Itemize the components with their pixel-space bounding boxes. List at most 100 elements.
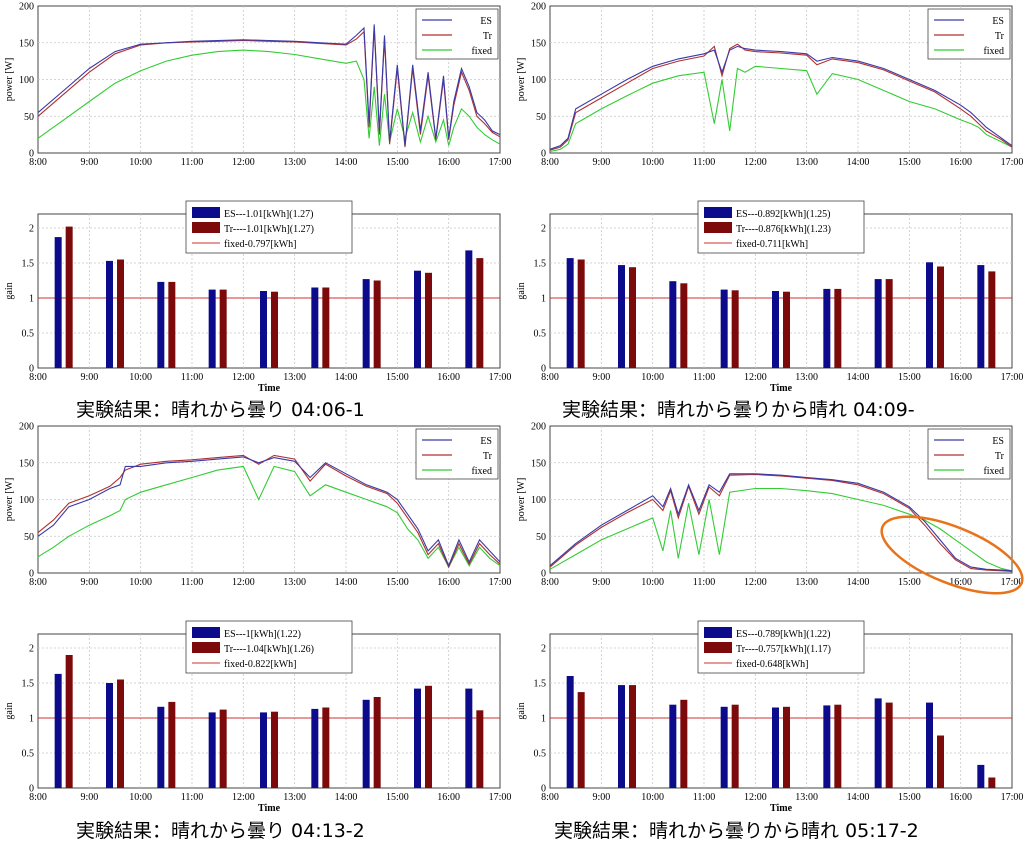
bar-es <box>669 281 677 368</box>
x-tick-label: 8:00 <box>541 792 559 803</box>
x-tick-label: 16:00 <box>437 792 460 803</box>
y-tick-label: 0 <box>29 149 34 160</box>
y-tick-label: 0 <box>541 364 546 375</box>
y-tick-label: 1 <box>541 714 546 725</box>
x-tick-label: 14:00 <box>335 372 358 383</box>
bar-es <box>823 288 831 368</box>
bar-tr <box>885 702 893 788</box>
legend-label: ES---1[kWh](1.22) <box>224 629 301 640</box>
x-tick-label: 11:00 <box>181 792 203 803</box>
x-tick-label: 12:00 <box>744 577 767 588</box>
x-tick-label: 8:00 <box>29 577 47 588</box>
series-line-tr <box>549 43 1013 151</box>
x-axis-label: Time <box>258 383 281 394</box>
legend: ES---1[kWh](1.22) Tr----1.04[kWh](1.26) fi… <box>185 620 353 674</box>
bar-tr <box>885 279 893 368</box>
x-tick-label: 10:00 <box>641 372 664 383</box>
legend-label: Tr----0.757[kWh](1.17) <box>736 644 831 655</box>
x-tick-label: 17:00 <box>1001 157 1024 168</box>
bar-es <box>874 279 882 368</box>
series-line-es <box>549 45 1013 150</box>
x-tick-label: 10:00 <box>641 577 664 588</box>
bar-es <box>54 673 62 788</box>
x-tick-label: 14:00 <box>847 157 870 168</box>
y-tick-label: 150 <box>531 458 546 469</box>
caption-3: 実験結果：晴れから曇り 04:13-2 <box>76 820 365 842</box>
y-tick-label: 0.5 <box>534 749 547 760</box>
x-tick-label: 17:00 <box>1001 372 1024 383</box>
legend-swatch <box>704 642 732 653</box>
bar-es <box>362 279 370 368</box>
y-axis-label: power [W] <box>516 58 527 102</box>
legend-label: Tr <box>995 451 1005 462</box>
y-axis-label: gain <box>4 282 15 299</box>
series-line-tr <box>549 473 1013 573</box>
legend-label: Tr <box>995 31 1005 42</box>
legend: ES Tr fixed <box>927 8 1011 60</box>
gain-chart-1: 8:00 9:00 10:00 11:00 12:00 13:00 14:00 15:00 16… <box>4 200 511 394</box>
bar-tr <box>65 226 73 368</box>
bar-es <box>157 281 165 368</box>
bar-tr <box>731 290 739 368</box>
legend-box <box>927 428 1011 480</box>
x-tick-label: 12:00 <box>232 372 255 383</box>
y-axis-label: gain <box>516 702 527 719</box>
bar-tr <box>937 735 944 788</box>
x-tick-label: 15:00 <box>898 372 921 383</box>
x-tick-label: 15:00 <box>386 792 409 803</box>
x-tick-label: 13:00 <box>283 577 306 588</box>
legend-label: fixed-0.711[kWh] <box>736 239 808 250</box>
x-tick-label: 17:00 <box>489 577 512 588</box>
legend-swatch <box>704 222 732 233</box>
bar-tr <box>117 679 124 788</box>
y-tick-label: 0.5 <box>534 329 547 340</box>
bar-tr <box>373 280 381 368</box>
legend-swatch <box>192 627 220 638</box>
x-tick-label: 11:00 <box>693 577 715 588</box>
x-tick-label: 8:00 <box>541 372 559 383</box>
bar-tr <box>577 259 585 368</box>
y-tick-label: 150 <box>19 38 34 49</box>
y-tick-label: 100 <box>531 495 546 506</box>
bar-es <box>311 287 319 368</box>
bar-tr <box>271 291 278 368</box>
series-line-fixed <box>549 65 1013 153</box>
y-tick-label: 0 <box>29 364 34 375</box>
x-tick-label: 12:00 <box>744 372 767 383</box>
legend-swatch <box>192 207 220 218</box>
bar-tr <box>271 711 278 788</box>
y-tick-label: 100 <box>531 75 546 86</box>
legend-swatch <box>704 627 732 638</box>
x-tick-label: 9:00 <box>80 157 98 168</box>
legend-label: ES <box>992 436 1004 447</box>
x-tick-label: 11:00 <box>181 577 203 588</box>
bar-tr <box>168 701 176 788</box>
legend-label: ES---1.01[kWh](1.27) <box>224 209 313 220</box>
bar-es <box>926 702 933 788</box>
bar-es <box>106 260 113 368</box>
bar-tr <box>680 283 688 368</box>
y-tick-label: 50 <box>24 112 34 123</box>
y-tick-label: 0 <box>541 149 546 160</box>
bar-es <box>414 688 421 788</box>
bar-tr <box>629 267 636 368</box>
bar-es <box>260 712 267 788</box>
x-tick-label: 13:00 <box>795 157 818 168</box>
legend: ES---1.01[kWh](1.27) Tr----1.01[kWh](1.27… <box>185 200 353 254</box>
y-tick-label: 50 <box>24 532 34 543</box>
x-tick-label: 15:00 <box>898 577 921 588</box>
x-tick-label: 9:00 <box>80 792 98 803</box>
x-tick-label: 13:00 <box>283 157 306 168</box>
bar-tr <box>988 777 996 788</box>
bar-es <box>566 258 574 368</box>
bar-es <box>618 685 625 788</box>
x-tick-label: 16:00 <box>949 372 972 383</box>
x-tick-label: 9:00 <box>80 372 98 383</box>
y-axis-label: gain <box>516 282 527 299</box>
bar-tr <box>322 287 330 368</box>
bar-tr <box>629 685 636 788</box>
x-tick-label: 17:00 <box>489 792 512 803</box>
x-tick-label: 12:00 <box>232 157 255 168</box>
legend-label: ES <box>480 16 492 27</box>
series-line-es <box>549 473 1013 572</box>
